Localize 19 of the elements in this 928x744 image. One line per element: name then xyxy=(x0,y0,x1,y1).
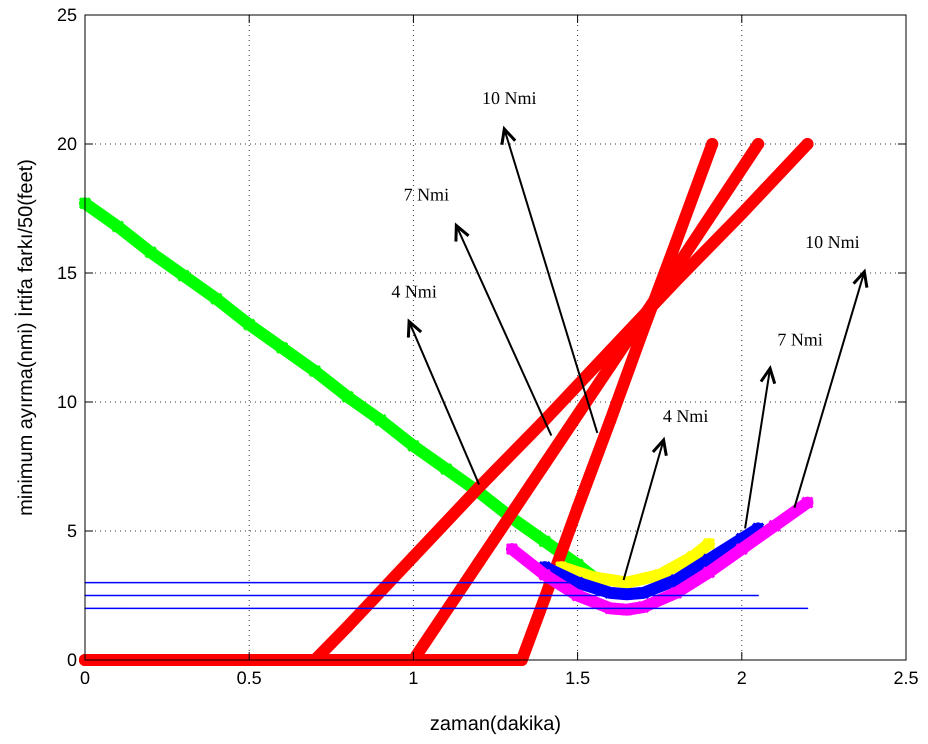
annotation: 7 Nmi xyxy=(404,184,450,205)
x-tick-label: 0.5 xyxy=(236,668,262,688)
y-tick-label: 5 xyxy=(66,521,77,541)
x-axis-title: zaman(dakika) xyxy=(430,713,562,735)
annotation: 10 Nmi xyxy=(482,88,537,108)
x-tick-label: 2.5 xyxy=(893,668,919,688)
annotation: 4 Nmi xyxy=(391,282,437,302)
x-tick-label: 0 xyxy=(80,668,90,688)
y-tick-label: 10 xyxy=(56,392,77,412)
annotation: 4 Nmi xyxy=(662,406,708,426)
x-tick-label: 1 xyxy=(408,668,418,688)
y-tick-label: 25 xyxy=(56,5,77,25)
x-tick-label: 1.5 xyxy=(565,668,590,688)
x-tick-label: 2 xyxy=(736,668,747,688)
y-tick-label: 0 xyxy=(66,650,77,670)
y-tick-label: 20 xyxy=(56,134,77,154)
annotation: 10 Nmi xyxy=(805,232,860,252)
y-tick-label: 15 xyxy=(56,263,77,283)
y-axis-title: minimum ayırma(nmi) İrtifa farkı/50(feet) xyxy=(14,159,37,516)
